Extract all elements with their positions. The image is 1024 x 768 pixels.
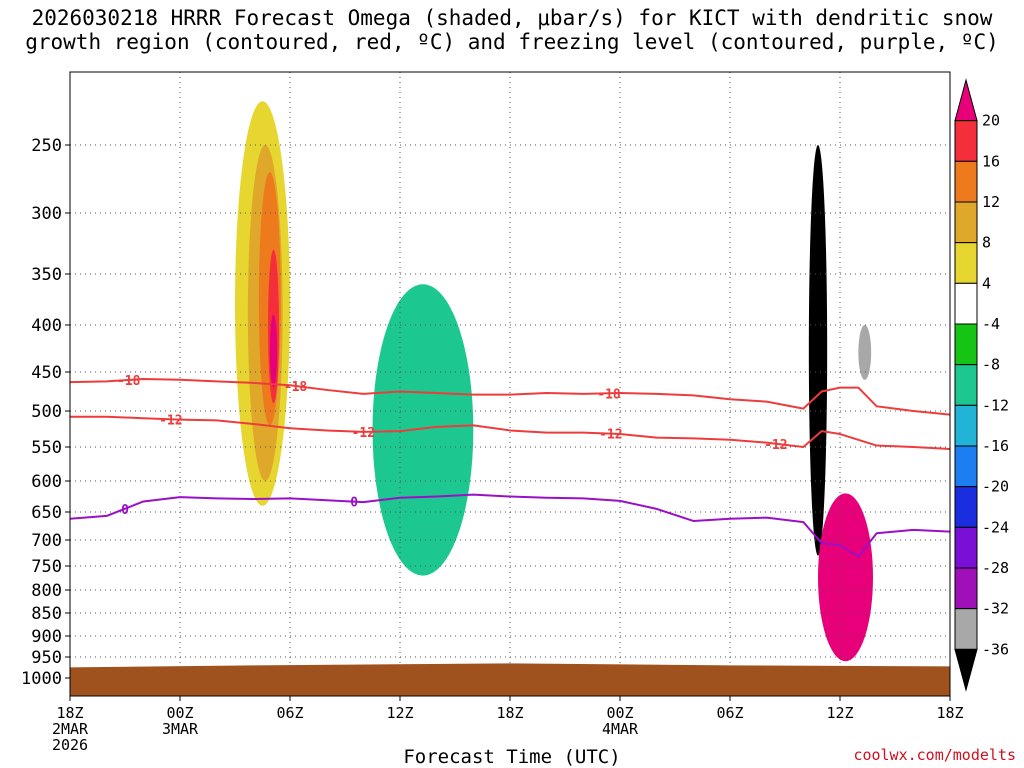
y-tick-label: 700 [31,531,62,551]
colorbar-label: 12 [982,193,1000,211]
y-axis: 250 300 350 400 450 500 550 600 650 700 750 800 850 9… [21,136,70,689]
colorbar-segment [954,608,978,650]
x-tick-label: 4MAR [602,720,639,738]
colorbar-segment [954,282,978,325]
y-tick-label: 750 [31,557,62,577]
colorbar-label: -32 [982,600,1009,618]
colorbar-segment [954,78,978,122]
colorbar-label: -28 [982,559,1009,577]
contour-label: -18 [117,374,141,389]
contour-line [70,493,950,558]
y-tick-label: 1000 [21,669,62,689]
x-tick-label: 18Z [496,704,523,722]
colorbar: 20 16 12 8 4 -4 -8 -12 -16 -20 -24 -28 -32 -36 [954,78,1009,692]
omega-region [269,314,278,388]
colorbar-label: -4 [982,315,1000,333]
x-tick-label: 00Z [606,704,633,722]
omega-region [372,284,474,576]
omega-region [808,144,828,556]
x-tick-label: 00Z [166,704,193,722]
contour-line [70,415,950,451]
x-tick-label: 06Z [716,704,743,722]
colorbar-label: 8 [982,234,991,252]
y-tick-label: 300 [31,204,62,224]
x-tick-label: 12Z [826,704,853,722]
y-tick-label: 650 [31,503,62,523]
omega-region [818,493,873,662]
colorbar-segment [954,242,978,284]
colorbar-label: -12 [982,396,1009,414]
colorbar-label: -20 [982,478,1009,496]
colorbar-segment [954,201,978,244]
y-tick-label: 250 [31,136,62,156]
contour-label: -12 [159,413,182,428]
title-line-1: 2026030218 HRRR Forecast Omega (shaded, … [31,6,993,30]
y-tick-label: 350 [31,265,62,285]
contour-label: -12 [352,426,375,441]
contour-label: 0 [350,496,358,511]
colorbar-segment [954,567,978,610]
contour-label: -12 [599,428,622,443]
y-tick-label: 850 [31,604,62,624]
x-tick-label: 18Z [936,704,963,722]
x-axis-title: Forecast Time (UTC) [403,746,621,768]
y-tick-label: 600 [31,472,62,492]
x-tick-label: 3MAR [162,720,199,738]
colorbar-segment [954,364,978,406]
x-tick-label: 18Z [56,704,83,722]
colorbar-label: -24 [982,518,1009,536]
colorbar-segment [954,160,978,203]
colorbar-segment [954,323,978,366]
x-tick-label: 12Z [386,704,413,722]
colorbar-label: -36 [982,640,1009,658]
colorbar-label: 20 [982,112,1000,130]
contour-line [70,378,950,416]
contour-label: -18 [284,380,308,395]
chart-title: 2026030218 HRRR Forecast Omega (shaded, … [0,6,1024,54]
x-tick-label: 2MAR [52,720,89,738]
colorbar-segment [954,120,978,162]
y-tick-label: 500 [31,402,62,422]
y-tick-label: 950 [31,648,62,668]
colorbar-label: 16 [982,152,1000,170]
contour-label: -18 [597,387,621,402]
contour-lines: -18 -18 -18 -12 -12 -12 -12 0 0 [70,374,950,558]
colorbar-label: -16 [982,437,1009,455]
colorbar-segment [954,486,978,528]
y-tick-label: 900 [31,627,62,647]
y-tick-label: 400 [31,316,62,336]
colorbar-label: -8 [982,356,1000,374]
colorbar-segment [954,648,978,692]
terrain-below-surface [70,663,950,696]
y-tick-label: 800 [31,581,62,601]
ground-fill [70,663,950,696]
title-line-2: growth region (contoured, red, ºC) and f… [25,30,999,54]
colorbar-segment [954,526,978,569]
contour-label: -12 [764,438,787,453]
colorbar-label: 4 [982,274,991,292]
credit-link[interactable]: coolwx.com/modelts [853,746,1016,764]
colorbar-segment [954,445,978,488]
x-tick-label: 06Z [276,704,303,722]
omega-region [858,325,872,380]
contour-label: 0 [121,503,129,518]
x-tick-label: 2026 [52,736,88,754]
y-tick-label: 550 [31,438,62,458]
omega-shading [235,101,873,662]
y-tick-label: 450 [31,363,62,383]
colorbar-segment [954,404,978,447]
